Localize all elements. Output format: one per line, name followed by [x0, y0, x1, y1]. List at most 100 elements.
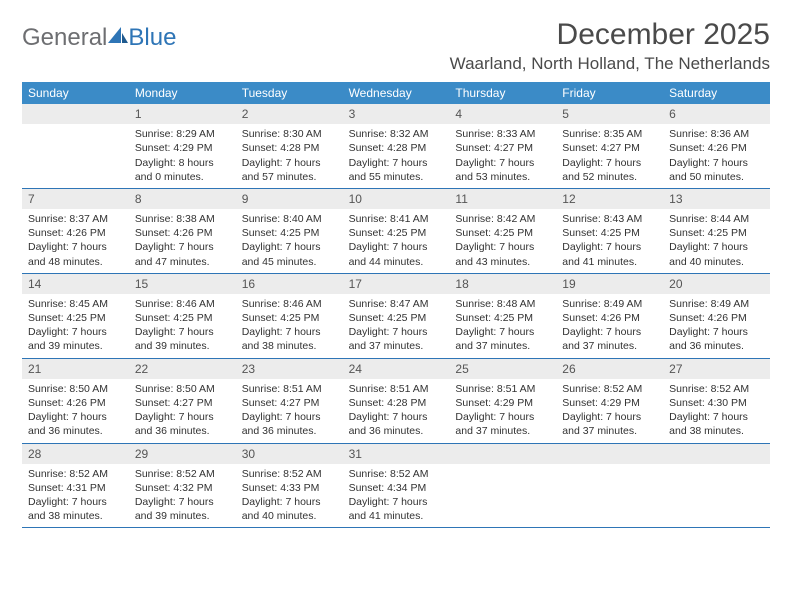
day-cell: 23Sunrise: 8:51 AMSunset: 4:27 PMDayligh…: [236, 359, 343, 443]
daylight-line-2: and 37 minutes.: [560, 424, 659, 438]
daylight-line-1: Daylight: 7 hours: [347, 156, 446, 170]
daylight-line-1: Daylight: 7 hours: [560, 325, 659, 339]
sunrise-text: Sunrise: 8:40 AM: [240, 212, 339, 226]
sunrise-text: Sunrise: 8:33 AM: [453, 127, 552, 141]
day-number: 9: [236, 189, 343, 209]
daylight-line-1: Daylight: 7 hours: [453, 410, 552, 424]
sunrise-text: Sunrise: 8:49 AM: [560, 297, 659, 311]
daylight-line-1: Daylight: 7 hours: [453, 156, 552, 170]
day-number: 15: [129, 274, 236, 294]
day-number: 29: [129, 444, 236, 464]
day-cell: 20Sunrise: 8:49 AMSunset: 4:26 PMDayligh…: [663, 274, 770, 358]
sunrise-text: Sunrise: 8:30 AM: [240, 127, 339, 141]
day-number: 20: [663, 274, 770, 294]
sunset-text: Sunset: 4:25 PM: [347, 311, 446, 325]
sunset-text: Sunset: 4:25 PM: [347, 226, 446, 240]
daylight-line-1: Daylight: 8 hours: [133, 156, 232, 170]
day-number: 10: [343, 189, 450, 209]
daylight-line-1: Daylight: 7 hours: [240, 325, 339, 339]
day-number: 11: [449, 189, 556, 209]
sunset-text: Sunset: 4:25 PM: [133, 311, 232, 325]
day-number: 5: [556, 104, 663, 124]
day-number: 13: [663, 189, 770, 209]
day-cell: 7Sunrise: 8:37 AMSunset: 4:26 PMDaylight…: [22, 189, 129, 273]
sunrise-text: Sunrise: 8:51 AM: [240, 382, 339, 396]
logo-sail-icon: [108, 27, 128, 50]
sunset-text: Sunset: 4:25 PM: [560, 226, 659, 240]
daylight-line-1: Daylight: 7 hours: [133, 495, 232, 509]
day-number: 23: [236, 359, 343, 379]
sunrise-text: Sunrise: 8:52 AM: [240, 467, 339, 481]
day-number: 28: [22, 444, 129, 464]
day-number: [556, 444, 663, 464]
weekday-header: Thursday: [449, 82, 556, 104]
day-cell: 9Sunrise: 8:40 AMSunset: 4:25 PMDaylight…: [236, 189, 343, 273]
location-text: Waarland, North Holland, The Netherlands: [450, 54, 770, 74]
weekday-header: Sunday: [22, 82, 129, 104]
sunset-text: Sunset: 4:25 PM: [240, 226, 339, 240]
day-number: 6: [663, 104, 770, 124]
day-cell: 29Sunrise: 8:52 AMSunset: 4:32 PMDayligh…: [129, 444, 236, 528]
calendar-grid: Sunday Monday Tuesday Wednesday Thursday…: [22, 82, 770, 528]
daylight-line-2: and 36 minutes.: [240, 424, 339, 438]
daylight-line-2: and 39 minutes.: [133, 339, 232, 353]
week-row: 1Sunrise: 8:29 AMSunset: 4:29 PMDaylight…: [22, 104, 770, 189]
sunrise-text: Sunrise: 8:32 AM: [347, 127, 446, 141]
daylight-line-1: Daylight: 7 hours: [667, 410, 766, 424]
day-cell: 21Sunrise: 8:50 AMSunset: 4:26 PMDayligh…: [22, 359, 129, 443]
sunrise-text: Sunrise: 8:44 AM: [667, 212, 766, 226]
sunset-text: Sunset: 4:25 PM: [240, 311, 339, 325]
day-cell: 22Sunrise: 8:50 AMSunset: 4:27 PMDayligh…: [129, 359, 236, 443]
day-cell: 24Sunrise: 8:51 AMSunset: 4:28 PMDayligh…: [343, 359, 450, 443]
daylight-line-1: Daylight: 7 hours: [667, 156, 766, 170]
sunset-text: Sunset: 4:28 PM: [347, 141, 446, 155]
daylight-line-2: and 36 minutes.: [347, 424, 446, 438]
sunset-text: Sunset: 4:31 PM: [26, 481, 125, 495]
daylight-line-2: and 40 minutes.: [667, 255, 766, 269]
daylight-line-1: Daylight: 7 hours: [453, 325, 552, 339]
sunset-text: Sunset: 4:26 PM: [26, 226, 125, 240]
weekday-header: Saturday: [663, 82, 770, 104]
day-cell: 26Sunrise: 8:52 AMSunset: 4:29 PMDayligh…: [556, 359, 663, 443]
day-number: 26: [556, 359, 663, 379]
sunset-text: Sunset: 4:25 PM: [667, 226, 766, 240]
daylight-line-1: Daylight: 7 hours: [240, 156, 339, 170]
day-number: 16: [236, 274, 343, 294]
sunrise-text: Sunrise: 8:52 AM: [560, 382, 659, 396]
daylight-line-1: Daylight: 7 hours: [240, 410, 339, 424]
sunset-text: Sunset: 4:33 PM: [240, 481, 339, 495]
sunrise-text: Sunrise: 8:43 AM: [560, 212, 659, 226]
day-cell: 17Sunrise: 8:47 AMSunset: 4:25 PMDayligh…: [343, 274, 450, 358]
day-number: 7: [22, 189, 129, 209]
sunset-text: Sunset: 4:34 PM: [347, 481, 446, 495]
sunset-text: Sunset: 4:26 PM: [667, 311, 766, 325]
daylight-line-2: and 36 minutes.: [133, 424, 232, 438]
daylight-line-2: and 48 minutes.: [26, 255, 125, 269]
day-cell: 4 Sunrise: 8:33 AMSunset: 4:27 PMDaylight…: [449, 104, 556, 188]
sunrise-text: Sunrise: 8:51 AM: [453, 382, 552, 396]
weekday-header-row: Sunday Monday Tuesday Wednesday Thursday…: [22, 82, 770, 104]
daylight-line-1: Daylight: 7 hours: [26, 240, 125, 254]
daylight-line-1: Daylight: 7 hours: [347, 410, 446, 424]
sunset-text: Sunset: 4:28 PM: [347, 396, 446, 410]
day-number: [449, 444, 556, 464]
daylight-line-2: and 41 minutes.: [347, 509, 446, 523]
sunrise-text: Sunrise: 8:46 AM: [240, 297, 339, 311]
daylight-line-1: Daylight: 7 hours: [347, 240, 446, 254]
sunset-text: Sunset: 4:26 PM: [560, 311, 659, 325]
daylight-line-2: and 37 minutes.: [347, 339, 446, 353]
day-cell: 10Sunrise: 8:41 AMSunset: 4:25 PMDayligh…: [343, 189, 450, 273]
day-cell: [22, 104, 129, 188]
daylight-line-1: Daylight: 7 hours: [560, 240, 659, 254]
day-number: [22, 104, 129, 124]
weekday-header: Friday: [556, 82, 663, 104]
day-cell: 1Sunrise: 8:29 AMSunset: 4:29 PMDaylight…: [129, 104, 236, 188]
day-number: 4: [449, 104, 556, 124]
sunset-text: Sunset: 4:25 PM: [453, 311, 552, 325]
day-number: 24: [343, 359, 450, 379]
day-number: 30: [236, 444, 343, 464]
sunrise-text: Sunrise: 8:52 AM: [133, 467, 232, 481]
sunset-text: Sunset: 4:27 PM: [453, 141, 552, 155]
day-cell: 25Sunrise: 8:51 AMSunset: 4:29 PMDayligh…: [449, 359, 556, 443]
day-cell: 27Sunrise: 8:52 AMSunset: 4:30 PMDayligh…: [663, 359, 770, 443]
